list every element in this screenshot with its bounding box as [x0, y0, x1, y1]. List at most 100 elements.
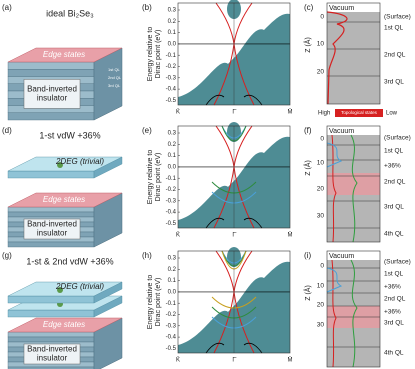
y-tick-label: 0.3: [168, 131, 177, 137]
y-tick-label: -0.5: [166, 98, 177, 104]
z-tick-label: 20: [317, 186, 325, 193]
panel-label: (b): [142, 3, 152, 12]
y-tick-label: -0.5: [166, 346, 177, 352]
panel-label: (f): [304, 126, 312, 135]
region-label: 4th QL: [384, 350, 404, 357]
gas-slab-front: [7, 309, 95, 318]
region-label: 1st QL: [384, 148, 404, 155]
region-label: 1st QL: [384, 25, 404, 32]
x-tick-label: Γ̄: [232, 233, 236, 239]
x-tick-label: Γ̄: [232, 358, 236, 364]
z-tick-label: 20: [317, 302, 325, 309]
layer-label: 3rd QL: [108, 83, 121, 88]
region-label: (Surface): [384, 135, 411, 142]
y-tick-label: 0.0: [168, 41, 177, 47]
region-label: 3rd QL: [384, 204, 404, 211]
profile-frame: [326, 2, 381, 105]
region-label: (Surface): [384, 259, 411, 266]
edge-states-label: Edge states: [43, 195, 85, 204]
x-tick-label: K̄: [176, 232, 180, 239]
vacuum-region: [327, 251, 380, 260]
slab-top: [7, 192, 123, 208]
slab-layer: [7, 241, 95, 248]
vacuum-label: Vacuum: [329, 253, 354, 260]
y-tick-label: 0.2: [168, 19, 177, 25]
legend-low: Low: [386, 111, 398, 117]
panel-label: (d): [2, 126, 12, 135]
gas-density: [326, 267, 343, 293]
y-tick-label: 0.1: [168, 153, 177, 159]
y-tick-label: 0.2: [168, 142, 177, 148]
z-tick-label: 0: [320, 263, 324, 270]
x-tick-label: Γ̄: [232, 110, 236, 116]
z-tick-label: 20: [317, 69, 325, 76]
y-tick-label: -0.2: [166, 64, 177, 70]
y-tick-label: -0.5: [166, 221, 177, 227]
panel-label: (e): [142, 126, 152, 135]
region-label: 4th QL: [384, 231, 404, 238]
bulk-label: insulator: [37, 229, 68, 238]
trivial-density: [350, 134, 358, 243]
bulk-label: insulator: [37, 354, 68, 363]
gas-label: 2DEG (trivial): [55, 157, 104, 166]
bulk-label: insulator: [37, 94, 68, 103]
y-tick-label: -0.3: [166, 198, 177, 204]
z-axis-label: Z (Å): [303, 160, 312, 176]
slab-layer: [7, 206, 95, 213]
y-tick-label: -0.1: [166, 53, 177, 59]
profile-bg: [327, 3, 380, 104]
panel-label: (g): [2, 251, 12, 260]
slab-layer: [7, 366, 95, 369]
valence-state: [205, 217, 263, 229]
bulk-box: [23, 343, 81, 365]
z-tick-label: 10: [317, 41, 325, 48]
region-label: (Surface): [384, 14, 411, 21]
y-tick-label: 0.2: [168, 267, 177, 273]
legend-high: High: [318, 111, 330, 117]
region-label: +36%: [384, 284, 401, 291]
z-tick-label: 30: [317, 322, 325, 329]
region-label: +36%: [384, 309, 401, 316]
valence-state: [205, 94, 263, 106]
y-axis-label: Energy relative to: [147, 27, 154, 82]
z-tick-label: 0: [320, 136, 324, 143]
y-axis-label: Dirac point (eV): [155, 278, 162, 327]
gas-slab-front: [7, 170, 95, 179]
y-tick-label: -0.1: [166, 301, 177, 307]
slab-layer: [7, 61, 95, 70]
y-axis-label: Energy relative to: [147, 275, 154, 330]
region-label: 2nd QL: [384, 296, 406, 303]
region-label: 3rd QL: [384, 320, 404, 327]
profile-frame: [326, 125, 381, 243]
z-tick-label: 30: [317, 213, 325, 220]
profile-frame: [326, 250, 381, 368]
z-axis-label: Z (Å): [303, 37, 312, 53]
layer-label: 1st QL: [108, 67, 121, 72]
slab-top: [7, 47, 123, 63]
vacuum-region: [327, 126, 380, 135]
gas-slab-top: [7, 156, 123, 172]
vacuum-label: Vacuum: [329, 5, 354, 12]
z-tick-label: 10: [317, 160, 325, 167]
z-tick-label: 10: [317, 283, 325, 290]
region-label: 3rd QL: [384, 79, 404, 86]
bulk-box: [23, 218, 81, 240]
panel-label: (a): [2, 3, 12, 12]
gas-slab-top: [7, 281, 123, 297]
panel-label: (h): [142, 251, 152, 260]
topological-density: [326, 11, 348, 105]
y-axis-label: Dirac point (eV): [155, 30, 162, 79]
x-tick-label: M̄: [288, 357, 293, 364]
y-tick-label: -0.2: [166, 312, 177, 318]
region-label: 2nd QL: [384, 52, 406, 59]
y-tick-label: -0.4: [166, 210, 177, 216]
z-tick-label: 0: [320, 14, 324, 21]
valence-state: [205, 342, 263, 354]
y-tick-label: -0.3: [166, 323, 177, 329]
x-tick-label: K̄: [176, 357, 180, 364]
electron: [57, 287, 63, 293]
gas-density: [326, 142, 343, 168]
bulk-box: [23, 79, 81, 109]
